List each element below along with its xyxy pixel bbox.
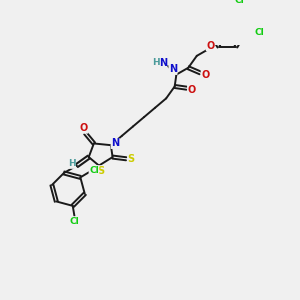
Text: S: S <box>128 154 135 164</box>
Text: Cl: Cl <box>234 0 244 5</box>
Text: S: S <box>97 166 104 176</box>
Text: O: O <box>206 40 214 51</box>
Text: N: N <box>159 58 167 68</box>
Text: H: H <box>152 58 160 67</box>
Text: O: O <box>188 85 196 95</box>
Text: O: O <box>80 123 88 133</box>
Text: N: N <box>169 64 177 74</box>
Text: O: O <box>201 70 209 80</box>
Text: Cl: Cl <box>255 28 265 37</box>
Text: N: N <box>111 139 119 148</box>
Text: H: H <box>68 159 76 168</box>
Text: Cl: Cl <box>89 166 99 175</box>
Text: Cl: Cl <box>70 217 79 226</box>
